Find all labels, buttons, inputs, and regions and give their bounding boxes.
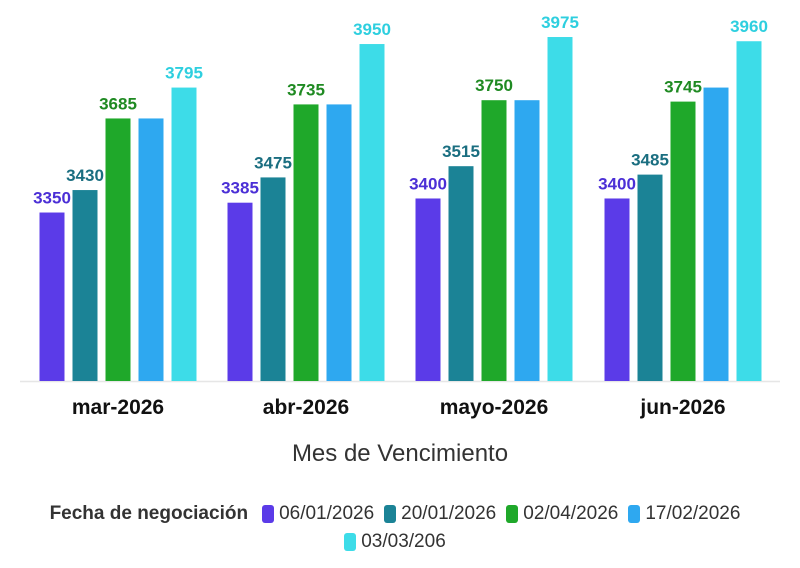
legend-swatch-icon (262, 505, 275, 523)
bar (547, 37, 573, 382)
legend-label: 02/04/2026 (523, 503, 619, 524)
legend-label: 17/02/2026 (645, 503, 741, 524)
data-label: 3485 (631, 151, 669, 170)
data-label: 3950 (353, 20, 391, 39)
bar (415, 198, 441, 381)
bar (604, 198, 630, 381)
legend-row-2: 03/03/206 (0, 528, 800, 556)
data-label: 3795 (165, 64, 203, 83)
legend-swatch-icon (344, 533, 357, 551)
data-label: 3430 (66, 166, 104, 185)
legend-label: 20/01/2026 (401, 503, 497, 524)
bar (448, 166, 474, 381)
data-label: 3400 (598, 174, 636, 193)
x-tick-label: jun-2026 (639, 396, 725, 419)
x-tick-label: mar-2026 (72, 396, 164, 419)
data-label: 3515 (442, 142, 480, 161)
legend-title: Fecha de negociación (49, 503, 249, 524)
bar (670, 101, 696, 381)
data-label: 3750 (475, 76, 513, 95)
data-label: 3385 (221, 179, 259, 198)
data-label: 3400 (409, 174, 447, 193)
bar (481, 100, 507, 381)
legend-swatch-icon (628, 505, 641, 523)
legend-item: 06/01/2026 (262, 503, 374, 525)
x-tick-label: abr-2026 (263, 396, 349, 419)
legend-item: 02/04/2026 (506, 503, 618, 525)
data-label: 3350 (33, 189, 71, 208)
bar (105, 118, 131, 382)
data-label: 3975 (541, 13, 579, 32)
legend-swatch-icon (384, 505, 397, 523)
legend-item: 17/02/2026 (628, 503, 740, 525)
legend-swatch-icon (506, 505, 519, 523)
bar (514, 100, 540, 381)
bar (736, 41, 762, 382)
data-label: 3475 (254, 153, 292, 172)
legend: Fecha de negociación 06/01/2026 20/01/20… (0, 500, 800, 556)
legend-label: 06/01/2026 (279, 503, 375, 524)
bar (227, 202, 253, 381)
bar (171, 87, 197, 382)
bar (138, 118, 164, 382)
bar (293, 104, 319, 382)
legend-label: 03/03/206 (361, 531, 446, 552)
data-label: 3960 (730, 17, 768, 36)
legend-row-1: Fecha de negociación 06/01/2026 20/01/20… (0, 500, 800, 528)
bar (39, 212, 65, 381)
bar (359, 44, 385, 381)
x-tick-label: mayo-2026 (440, 396, 549, 419)
bar (260, 177, 286, 381)
bar (326, 104, 352, 382)
data-label: 3685 (99, 94, 137, 113)
bar (72, 190, 98, 381)
data-label: 3745 (664, 78, 702, 97)
bar (637, 174, 663, 381)
legend-item: 03/03/206 (344, 531, 446, 553)
legend-item: 20/01/2026 (384, 503, 496, 525)
x-axis-title: Mes de Vencimiento (291, 440, 509, 467)
bar (703, 87, 729, 382)
data-label: 3735 (287, 80, 325, 99)
bar-chart: 3350 3430 3685 3795 mar-2026 3385 3475 3735 3950… (20, 13, 780, 419)
